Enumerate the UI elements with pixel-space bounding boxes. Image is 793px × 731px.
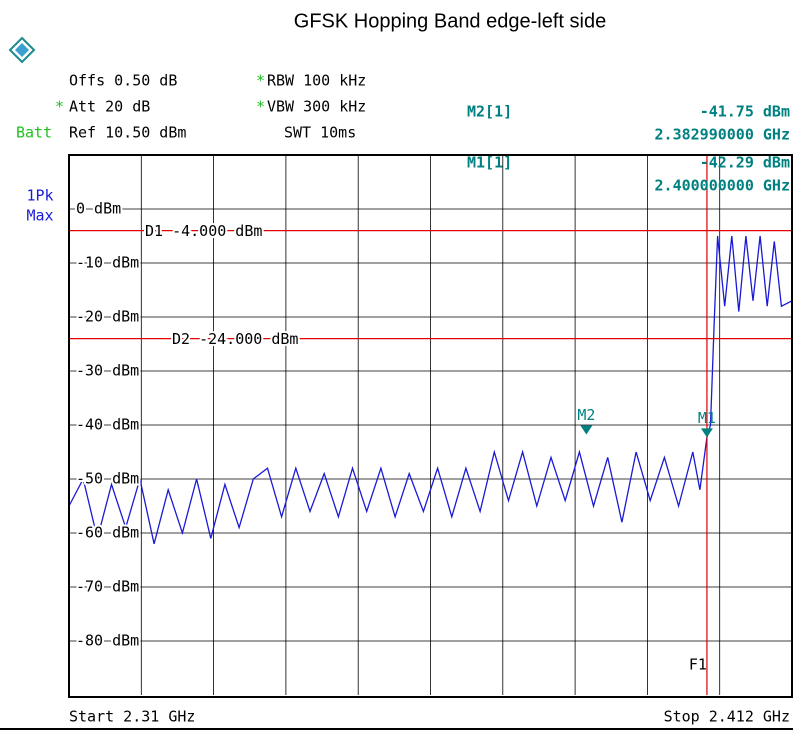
vbw: VBW 300 kHz bbox=[267, 98, 366, 116]
y-tick-label: -70 dBm bbox=[76, 578, 139, 596]
detector: Max bbox=[26, 207, 53, 225]
att-flag: * bbox=[55, 98, 64, 116]
y-tick-label: -50 dBm bbox=[76, 470, 139, 488]
marker-readout: M1[1] bbox=[467, 154, 512, 172]
plot-frame bbox=[68, 154, 793, 698]
y-tick-label: 0 dBm bbox=[76, 200, 121, 218]
rbw: RBW 100 kHz bbox=[267, 72, 366, 90]
sweep-time: SWT 10ms bbox=[284, 124, 356, 142]
stop-frequency: Stop 2.412 GHz bbox=[664, 708, 790, 726]
marker-level: -41.75 dBm bbox=[700, 103, 790, 121]
marker bbox=[580, 425, 593, 435]
y-tick-label: -30 dBm bbox=[76, 362, 139, 380]
start-frequency: Start 2.31 GHz bbox=[69, 708, 195, 726]
display-line-label: D1 -4.000 dBm bbox=[145, 222, 262, 240]
vbw-flag: * bbox=[256, 98, 265, 116]
offset: Offs 0.50 dB bbox=[69, 72, 177, 90]
ref-level: Ref 10.50 dBm bbox=[69, 124, 186, 142]
y-tick-label: -60 dBm bbox=[76, 524, 139, 542]
detector: 1Pk bbox=[26, 187, 53, 205]
logo bbox=[8, 36, 36, 64]
rbw-flag: * bbox=[256, 72, 265, 90]
display-line-label: D2 -24.000 dBm bbox=[172, 330, 298, 348]
y-tick-label: -10 dBm bbox=[76, 254, 139, 272]
marker bbox=[700, 428, 713, 438]
trace bbox=[68, 235, 793, 544]
marker-frequency: 2.400000000 GHz bbox=[655, 177, 790, 195]
chart-title: GFSK Hopping Band edge-left side bbox=[294, 10, 606, 32]
marker-label: M1 bbox=[698, 409, 716, 427]
batt: Batt bbox=[16, 124, 52, 142]
marker-label: M2 bbox=[577, 406, 595, 424]
att: Att 20 dB bbox=[69, 98, 150, 116]
y-tick-label: -80 dBm bbox=[76, 632, 139, 650]
frequency-line-label: F1 bbox=[689, 656, 707, 674]
y-tick-label: -40 dBm bbox=[76, 416, 139, 434]
y-tick-label: -20 dBm bbox=[76, 308, 139, 326]
marker-level: -42.29 dBm bbox=[700, 154, 790, 172]
marker-readout: M2[1] bbox=[467, 103, 512, 121]
marker-frequency: 2.382990000 GHz bbox=[655, 126, 790, 144]
